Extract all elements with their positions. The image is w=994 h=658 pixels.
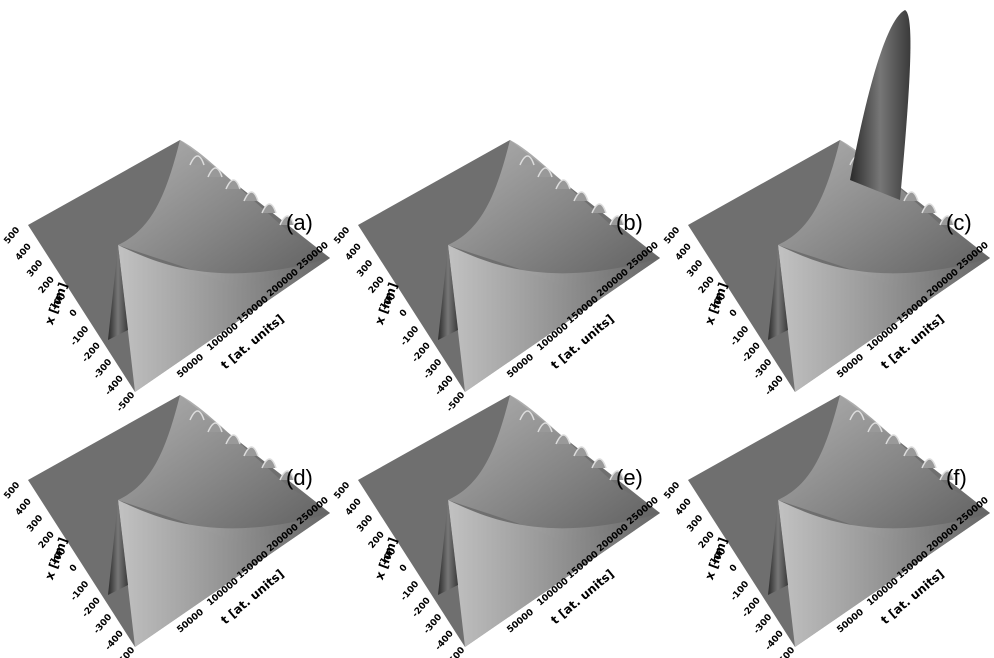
- ripple: [592, 459, 606, 468]
- x-tick-label: 0: [398, 308, 410, 319]
- x-tick-label: -100: [729, 325, 751, 349]
- x-tick-label: 0: [68, 308, 80, 319]
- x-tick-label: -100: [399, 325, 421, 349]
- x-tick-label: -500: [115, 391, 137, 415]
- ripple: [922, 204, 936, 213]
- x-tick-label: -400: [764, 374, 786, 398]
- ripple: [922, 459, 936, 468]
- x-tick-label: -100: [399, 580, 421, 604]
- x-tick-label: 500: [333, 481, 353, 502]
- x-tick-label: -500: [445, 646, 467, 658]
- x-tick-label: 0: [728, 308, 740, 319]
- x-tick-label: -200: [81, 596, 103, 620]
- x-tick-label: 0: [728, 563, 740, 574]
- x-tick-label: 300: [686, 514, 706, 535]
- x-tick-label: -400: [434, 629, 456, 653]
- ripple: [262, 459, 276, 468]
- x-tick-label: -200: [411, 341, 433, 365]
- x-tick-label: -100: [69, 580, 91, 604]
- x-tick-label: 400: [344, 497, 364, 518]
- x-tick-label: 400: [674, 242, 694, 263]
- x-tick-label: 500: [3, 481, 23, 502]
- x-tick-label: -200: [81, 341, 103, 365]
- x-tick-label: 300: [686, 259, 706, 280]
- panel-label: (c): [946, 210, 972, 235]
- panel-label: (d): [286, 465, 313, 490]
- ripple: [592, 204, 606, 213]
- ripple: [262, 204, 276, 213]
- x-tick-label: 300: [356, 514, 376, 535]
- x-tick-label: 300: [356, 259, 376, 280]
- panel-label: (b): [616, 210, 643, 235]
- x-tick-label: -300: [422, 613, 444, 637]
- x-tick-label: 400: [14, 242, 34, 263]
- figure: (a)5004003002001000-100-200-300-400-500x…: [0, 0, 994, 658]
- x-tick-label: -200: [741, 341, 763, 365]
- x-tick-label: -400: [104, 374, 126, 398]
- x-tick-label: 300: [26, 514, 46, 535]
- x-tick-label: -200: [411, 596, 433, 620]
- x-tick-label: 0: [398, 563, 410, 574]
- x-tick-label: 400: [674, 497, 694, 518]
- panel: (f)5004003002001000-100-200-300-400-500x…: [663, 395, 991, 658]
- x-tick-label: 400: [14, 497, 34, 518]
- x-tick-label: -300: [92, 613, 114, 637]
- x-tick-label: 500: [663, 481, 683, 502]
- x-tick-label: 300: [26, 259, 46, 280]
- panel: (a)5004003002001000-100-200-300-400-500x…: [3, 140, 331, 414]
- x-tick-label: -100: [729, 580, 751, 604]
- panel-label: (a): [286, 210, 313, 235]
- panel: (d)5004003002001000-100-200-300-400-500x…: [3, 395, 331, 658]
- x-tick-label: -100: [69, 325, 91, 349]
- x-tick-label: -300: [752, 613, 774, 637]
- x-tick-label: -300: [92, 358, 114, 382]
- x-tick-label: -300: [752, 358, 774, 382]
- panel: (b)5004003002001000-100-200-300-400-500x…: [333, 140, 661, 414]
- x-tick-label: -400: [764, 629, 786, 653]
- x-tick-label: 500: [3, 226, 23, 247]
- panel-label: (f): [946, 465, 967, 490]
- x-tick-label: 400: [344, 242, 364, 263]
- x-tick-label: -500: [445, 391, 467, 415]
- x-tick-label: 500: [333, 226, 353, 247]
- x-tick-label: -500: [115, 646, 137, 658]
- x-tick-label: -300: [422, 358, 444, 382]
- x-tick-label: -200: [741, 596, 763, 620]
- tall-peak: [850, 10, 910, 200]
- x-tick-label: -500: [775, 646, 797, 658]
- x-tick-label: 0: [68, 563, 80, 574]
- x-tick-label: -400: [434, 374, 456, 398]
- panel: (e)5004003002001000-100-200-300-400-500x…: [333, 395, 661, 658]
- x-tick-label: -400: [104, 629, 126, 653]
- panel-label: (e): [616, 465, 643, 490]
- x-tick-label: 500: [663, 226, 683, 247]
